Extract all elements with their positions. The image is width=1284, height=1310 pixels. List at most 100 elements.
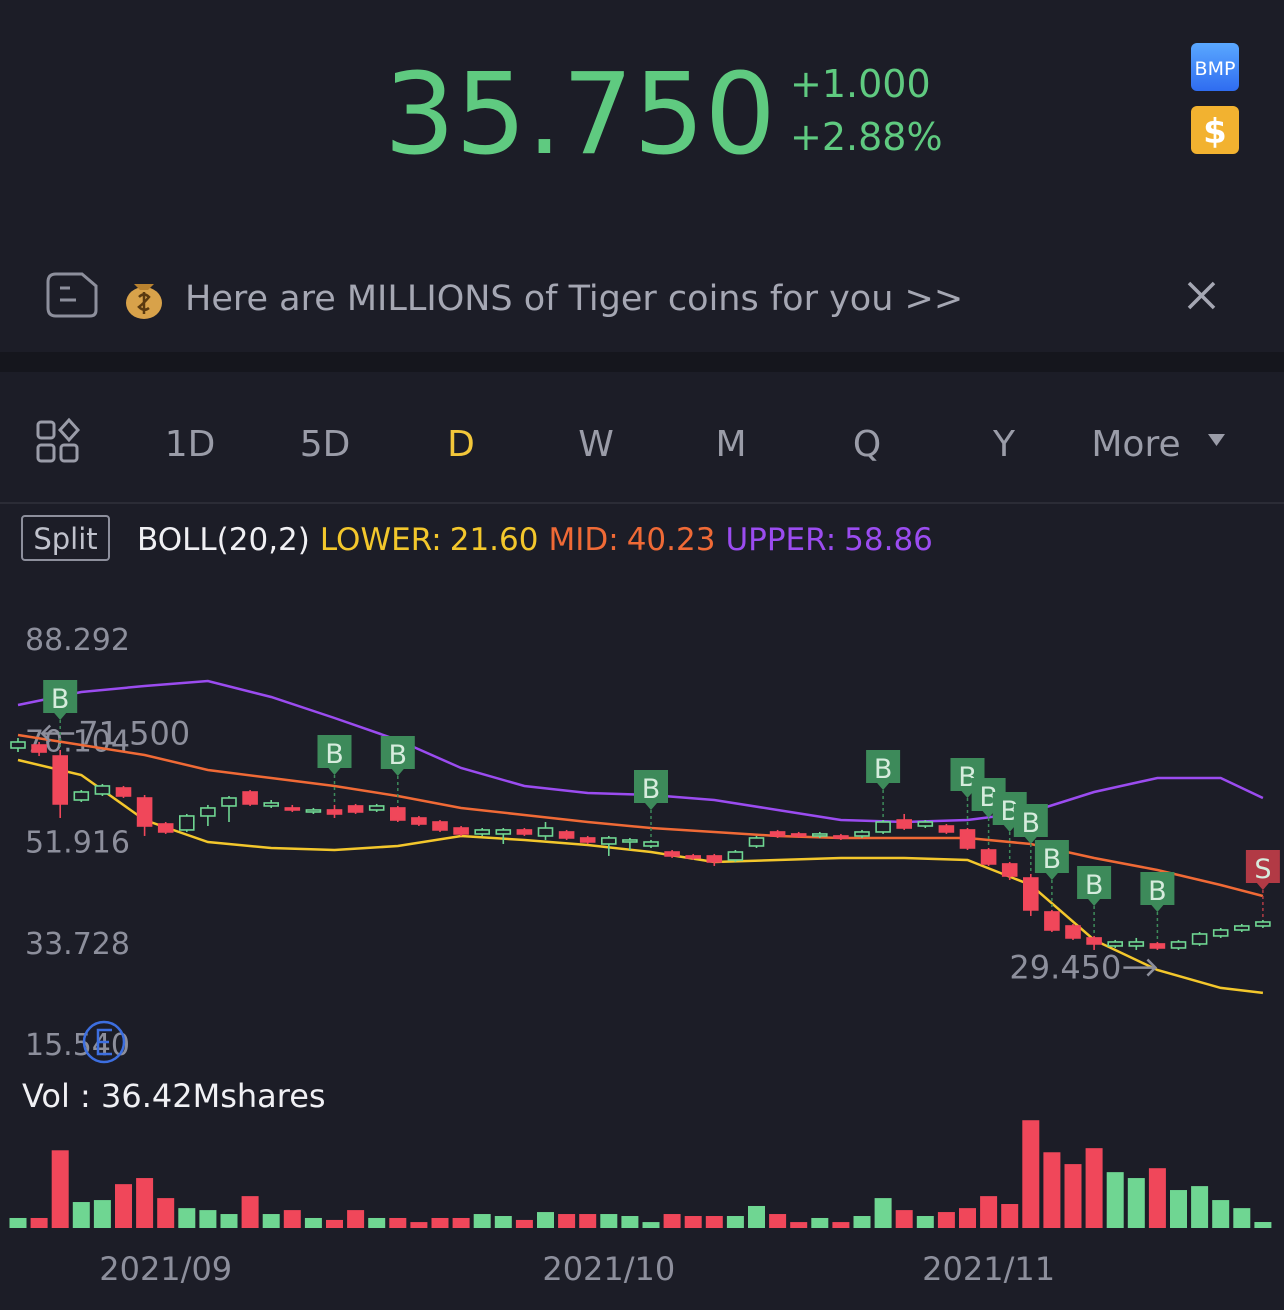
volume-bar	[937, 1212, 955, 1228]
event-icon[interactable]	[82, 1020, 126, 1064]
signal-label: B	[389, 740, 408, 771]
event-icon-glyph	[96, 1028, 112, 1056]
signal-marker[interactable]: S	[1245, 849, 1280, 917]
signal-marker[interactable]: B	[1077, 865, 1112, 933]
signal-label: B	[1043, 844, 1062, 875]
candle-body	[685, 855, 702, 859]
candle-body	[1001, 863, 1018, 877]
volume-bar	[621, 1216, 639, 1228]
candle-body	[1128, 941, 1145, 947]
candle-body	[854, 831, 870, 837]
money-bag-sign	[137, 292, 151, 314]
candle-body	[200, 807, 216, 817]
period-tab[interactable]: M	[715, 424, 746, 465]
y-tick-label: 15.540	[25, 1028, 130, 1063]
candle-body	[1065, 925, 1081, 939]
period-tab[interactable]: D	[447, 424, 475, 465]
badge-bmp[interactable]: BMP	[1191, 43, 1239, 91]
volume-bar	[452, 1217, 470, 1228]
x-tick-label: 2021/09	[99, 1250, 232, 1288]
layout-button[interactable]	[36, 417, 81, 463]
volume-bar	[1127, 1178, 1145, 1228]
signal-box	[317, 734, 352, 775]
signal-label: B	[1148, 876, 1167, 907]
candle-body	[622, 839, 638, 843]
signal-label: S	[1254, 854, 1271, 885]
candle-body	[136, 797, 153, 827]
volume-bar	[1001, 1204, 1019, 1228]
volume-bar	[1085, 1148, 1103, 1228]
signal-marker[interactable]: B	[866, 749, 901, 817]
signal-label: B	[1022, 808, 1041, 839]
split-button[interactable]: Split	[21, 515, 110, 561]
split-frame	[21, 515, 110, 561]
price-change-pct: +2.88%	[790, 115, 943, 159]
volume-bar	[1064, 1164, 1082, 1228]
indicator-legend: BOLL(20,2) LOWER: 21.60 MID: 40.23 UPPER: 58.8…	[137, 522, 933, 558]
volume-bar	[157, 1198, 175, 1228]
candle-body	[1170, 941, 1187, 949]
period-tab[interactable]: More	[1091, 424, 1180, 465]
x-tick-label: 2021/11	[922, 1250, 1055, 1288]
period-tab[interactable]: 5D	[300, 424, 351, 465]
badge-dollar[interactable]: $	[1191, 106, 1239, 154]
candle-body	[10, 741, 26, 749]
candle-body	[1212, 929, 1229, 937]
period-tab[interactable]: 1D	[165, 424, 216, 465]
y-tick-label: 51.916	[25, 826, 130, 861]
signal-box	[380, 735, 415, 776]
volume-bar	[515, 1219, 533, 1228]
volume-bar	[916, 1216, 934, 1228]
candle-body	[833, 835, 849, 839]
candle-body	[305, 809, 322, 813]
volume-bar	[663, 1214, 681, 1228]
candle-body	[31, 744, 47, 753]
candle-body	[474, 829, 491, 835]
volume-bar	[1106, 1172, 1124, 1228]
period-tab[interactable]: Q	[853, 424, 881, 465]
period-tab[interactable]: W	[578, 424, 614, 465]
signal-marker[interactable]: B	[317, 734, 352, 802]
candle-body	[115, 787, 132, 797]
candle-body	[938, 825, 955, 833]
signal-box	[1013, 803, 1048, 844]
candle-body	[790, 833, 807, 837]
signal-marker[interactable]: B	[43, 680, 78, 748]
volume-bar	[769, 1214, 787, 1228]
signal-marker[interactable]: B	[634, 769, 668, 837]
signal-marker[interactable]: B	[1013, 803, 1048, 871]
signal-box	[634, 769, 668, 810]
signal-label: B	[642, 774, 661, 805]
x-tick-label: 2021/10	[542, 1250, 675, 1288]
y-tick-label: 33.728	[25, 927, 130, 962]
volume-bar	[1148, 1168, 1166, 1228]
legend-label: UPPER:	[725, 522, 836, 558]
volume-bar	[262, 1214, 280, 1228]
candle-body	[347, 805, 364, 813]
promo-banner[interactable]: Here are MILLIONS of Tiger coins for you…	[46, 272, 963, 319]
dropdown-arrow	[1208, 434, 1225, 446]
volume-bar	[347, 1210, 365, 1228]
period-tab[interactable]: Y	[992, 424, 1016, 465]
volume-bar	[389, 1217, 407, 1228]
close-button[interactable]	[1187, 281, 1216, 310]
volume-bar	[368, 1217, 386, 1228]
legend-value: 58.86	[844, 522, 933, 558]
volume-bar	[558, 1214, 576, 1228]
candle-body	[411, 817, 427, 825]
signal-marker[interactable]: B	[1140, 871, 1175, 939]
signal-box	[1034, 839, 1069, 880]
signal-marker[interactable]: B	[1034, 839, 1069, 907]
signal-marker[interactable]: B	[380, 735, 415, 803]
candlestick-chart: 88.292 70.104 51.916 33.728 15.540 2021/09 202…	[10, 623, 1280, 1288]
high-label: 71.500	[78, 714, 190, 752]
volume-bar	[684, 1216, 702, 1228]
signal-box	[1077, 865, 1112, 906]
volume-bar	[93, 1200, 111, 1228]
volume-bar	[537, 1212, 554, 1228]
candle-body	[980, 849, 997, 865]
separator	[0, 352, 1284, 372]
legend-value: 40.23	[627, 522, 716, 558]
y-tick-label: 70.104	[25, 724, 130, 759]
candle-body	[221, 797, 237, 807]
